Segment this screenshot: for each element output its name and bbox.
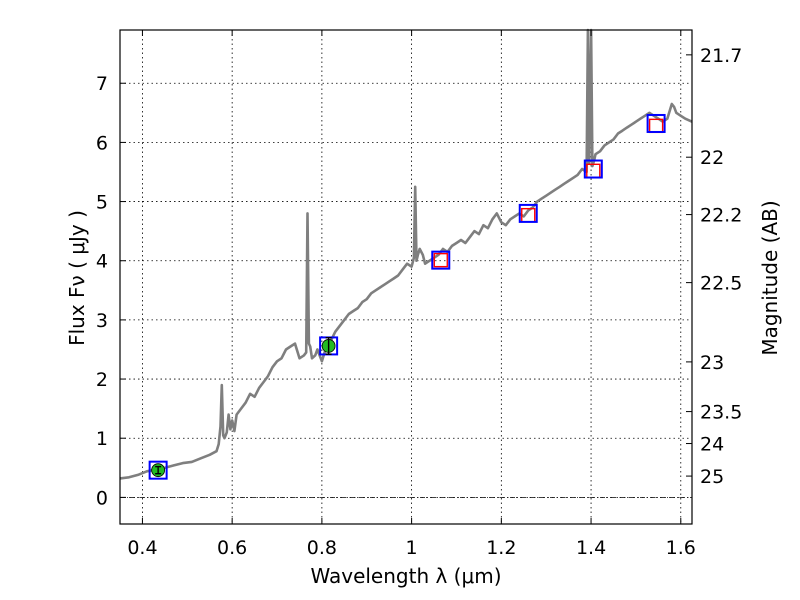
magnitude-tick-label: 22 [700,147,724,169]
x-tick-label: 1 [406,537,418,559]
axis-labels: 0.4 0.6 0.8 1 1.2 1.4 1.60123456721.72222.222.… [96,45,742,559]
magnitude-axis-title: Magnitude (AB) [758,200,782,355]
model-flux-marker [431,250,451,270]
band-markers [148,113,666,480]
fit-flux-marker [433,252,448,268]
y-tick-label: 6 [96,132,108,154]
magnitude-tick-label: 23 [700,352,724,374]
axis-ticks [120,30,692,524]
x-tick-label: 0.4 [127,537,157,559]
magnitude-tick-label: 25 [700,466,724,488]
model-flux-marker [148,460,168,480]
y-axis-title: Flux Fν ( μJy ) [65,210,89,346]
model-flux-marker [646,113,666,133]
x-tick-label: 0.6 [217,537,247,559]
x-axis-title: Wavelength λ (μm) [310,564,501,588]
magnitude-tick-label: 21.7 [700,45,742,67]
y-tick-label: 5 [96,192,108,214]
magnitude-tick-label: 23.5 [700,402,742,424]
x-tick-label: 1.4 [576,537,606,559]
grid [120,30,692,524]
magnitude-tick-label: 22.2 [700,205,742,227]
y-tick-label: 1 [96,428,108,450]
y-tick-label: 0 [96,487,108,509]
x-tick-label: 1.6 [666,537,696,559]
x-tick-label: 0.8 [307,537,337,559]
y-tick-label: 7 [96,73,108,95]
magnitude-tick-label: 22.5 [700,273,742,295]
spectrum-series [119,28,693,480]
spectrum-line [119,28,693,480]
y-tick-label: 3 [96,310,108,332]
magnitude-tick-label: 24 [700,434,724,456]
x-tick-label: 1.2 [486,537,516,559]
y-tick-label: 2 [96,369,108,391]
y-tick-label: 4 [96,251,108,273]
model-flux-marker [583,159,603,179]
plot-frame [119,29,693,525]
model-flux-marker [518,203,538,223]
